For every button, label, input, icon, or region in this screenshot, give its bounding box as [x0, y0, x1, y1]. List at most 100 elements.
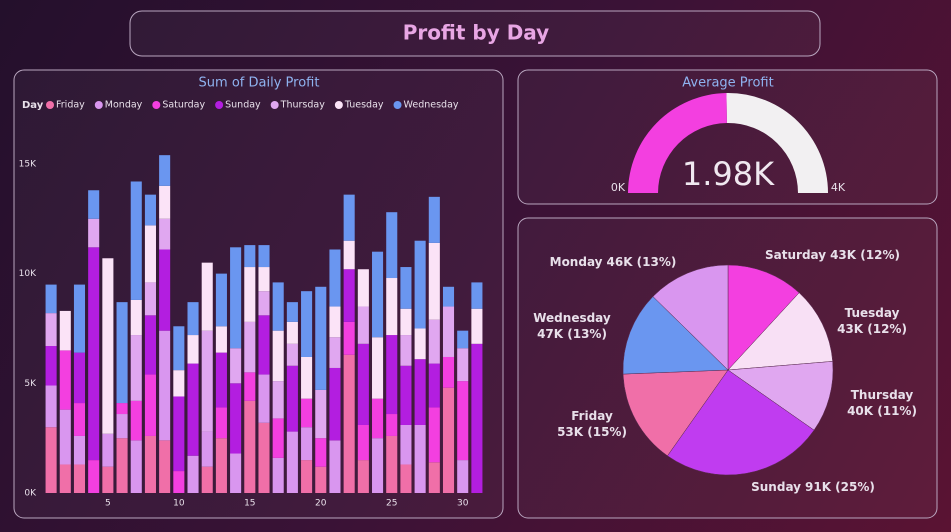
pie-label-value: 40K (11%) [847, 404, 917, 418]
bar-segment [102, 258, 114, 434]
x-tick-label: 10 [173, 499, 185, 509]
bar-segment [201, 431, 213, 467]
bar-segment [272, 282, 284, 331]
legend-swatch [152, 101, 161, 109]
pie-slice [727, 292, 833, 371]
bar-segment [201, 330, 213, 432]
bar-segment [286, 365, 298, 432]
legend-title: Day [22, 100, 44, 111]
bar-segment [215, 407, 227, 439]
legend-label: Friday [56, 100, 85, 111]
bar-segment [442, 356, 455, 388]
bar-segment [400, 267, 412, 309]
bar-segment [215, 438, 227, 493]
bar-segment [400, 424, 412, 465]
bar-segment [45, 346, 57, 386]
bar-segment [386, 212, 398, 279]
bar-segment [428, 407, 440, 463]
bar-segment [428, 242, 440, 320]
bar-segment [244, 372, 256, 401]
y-tick-label: 5K [24, 379, 37, 389]
bar-segment [272, 381, 284, 419]
bar-segment [45, 284, 57, 314]
bar-segment [457, 330, 469, 349]
pie-label-value: 91K (25%) [805, 480, 875, 494]
y-tick-label: 15K [19, 159, 37, 169]
bar-segment [372, 438, 384, 493]
pie-slice [667, 369, 815, 476]
bar-title: Sum of Daily Profit [199, 76, 320, 91]
legend-label: Wednesday [404, 100, 459, 111]
bar-segment [442, 286, 455, 307]
bar-segment [286, 431, 298, 493]
bar-segment [159, 185, 171, 219]
gauge-value: 1.98K [682, 155, 775, 193]
legend-swatch [270, 101, 279, 109]
bar-segment [258, 245, 270, 268]
bar-segment [244, 267, 256, 322]
gauge-fill [628, 93, 727, 193]
legend-label: Tuesday [344, 100, 384, 111]
bar-segment [301, 356, 313, 399]
bar-segment [428, 196, 440, 243]
bar-segment [73, 284, 86, 353]
pie-label: Saturday 43K (12%) [765, 248, 900, 262]
bar-segment [414, 240, 426, 329]
pie-label: Friday 53K (15%) [557, 409, 627, 439]
pie-slice [652, 264, 729, 371]
pie-label-name: Sunday [751, 480, 801, 494]
bar-segment [301, 291, 313, 357]
bar-segment [130, 400, 142, 441]
bar-segment [187, 302, 199, 336]
title-box [129, 10, 821, 57]
bar-segment [59, 409, 71, 465]
bar-segment [73, 352, 86, 404]
legend-swatch [215, 101, 224, 109]
gauge-title: Average Profit [682, 76, 773, 91]
pie-label: Tuesday 43K (12%) [837, 306, 907, 336]
bar-segment [343, 321, 355, 355]
bar-segment [471, 282, 483, 309]
bar-segment [73, 464, 86, 493]
bar-segment [244, 245, 256, 268]
legend-label: Saturday [162, 100, 205, 111]
bar-segment [442, 387, 455, 493]
bar-segment [130, 440, 142, 493]
bar-segment [414, 359, 426, 425]
bar-segment [343, 194, 355, 241]
pie-label-value: 47K (13%) [537, 327, 607, 341]
bar-segment [230, 247, 242, 349]
bar-segment [159, 330, 171, 441]
bar-segment [372, 398, 384, 439]
bar-segment [301, 427, 313, 461]
bar-segment [215, 352, 227, 408]
bar-segment [130, 335, 142, 401]
bar-segment [272, 418, 284, 458]
bar-segment [187, 335, 199, 364]
legend-label: Monday [105, 100, 143, 111]
gauge-track [726, 93, 828, 193]
bar-segment [230, 348, 242, 384]
bar-segment [457, 460, 469, 493]
x-tick-label: 5 [105, 499, 111, 509]
bar-segment [272, 330, 284, 382]
pie-label-name: Saturday [765, 248, 826, 262]
bar-segment [400, 308, 412, 336]
x-tick-label: 30 [457, 499, 469, 509]
bar-segment [244, 321, 256, 373]
bar-segment [258, 291, 270, 316]
pie-label: Sunday 91K (25%) [751, 480, 875, 494]
bar-segment [88, 247, 100, 461]
bar-segment [116, 403, 128, 415]
bar-segment [400, 335, 412, 366]
bar-segment [73, 435, 86, 465]
legend-swatch [94, 101, 103, 109]
bar-segment [386, 414, 398, 436]
x-tick-label: 20 [315, 499, 327, 509]
bar-segment [144, 225, 156, 283]
bar-segment [386, 435, 398, 493]
bar-segment [45, 385, 57, 428]
bar-segment [428, 363, 440, 408]
y-tick-label: 0K [24, 489, 37, 499]
